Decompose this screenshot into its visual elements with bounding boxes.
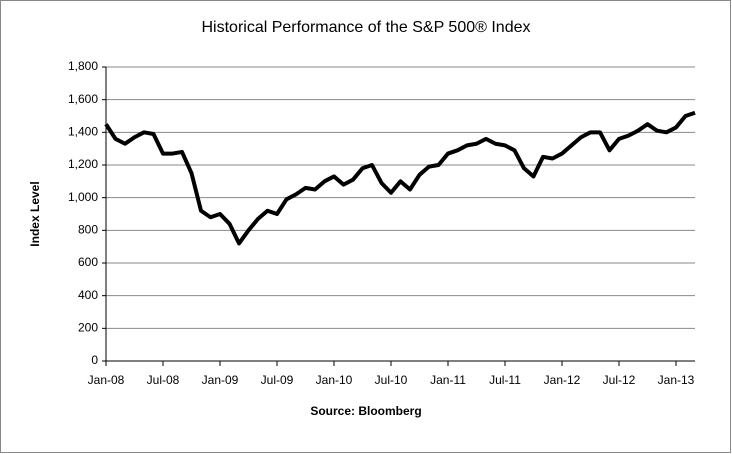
y-tick-label: 400 <box>78 288 98 302</box>
line-series <box>104 110 696 246</box>
x-tick-label: Jan-08 <box>88 373 125 387</box>
y-tick-label: 600 <box>78 255 98 269</box>
y-tick-label: 0 <box>91 353 98 367</box>
x-tick-label: Jul-11 <box>489 373 521 387</box>
x-tick-label: Jul-09 <box>261 373 294 387</box>
y-axis-label: Index Level <box>28 181 42 246</box>
x-axis-label: Source: Bloomberg <box>310 404 421 418</box>
x-tick-label: Jul-10 <box>375 373 408 387</box>
y-tick-label: 200 <box>78 321 98 335</box>
x-tick-label: Jul-12 <box>603 373 636 387</box>
x-tick-label: Jan-13 <box>658 373 695 387</box>
y-tick-label: 1,600 <box>68 92 98 106</box>
y-tick-label: 1,800 <box>68 59 98 73</box>
x-tick-label: Jul-08 <box>147 373 180 387</box>
y-tick-label: 1,000 <box>68 190 98 204</box>
x-tick-label: Jan-11 <box>430 373 466 387</box>
chart-title: Historical Performance of the S&P 500® I… <box>202 19 531 36</box>
y-tick-label: 1,200 <box>68 157 98 171</box>
y-tick-label: 800 <box>78 223 98 237</box>
x-tick-label: Jan-10 <box>316 373 353 387</box>
y-tick-label: 1,400 <box>68 125 98 139</box>
x-tick-label: Jan-12 <box>544 373 581 387</box>
x-tick-label: Jan-09 <box>202 373 239 387</box>
